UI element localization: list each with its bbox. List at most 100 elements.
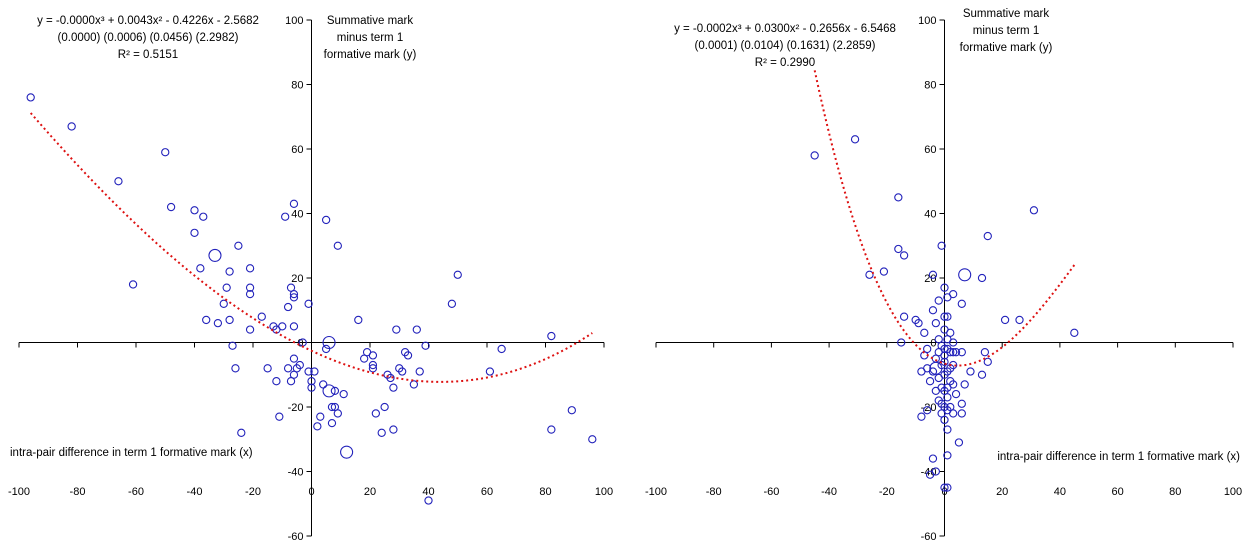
data-point xyxy=(295,360,304,370)
chart-panel-left: y = -0.0000x³ + 0.0043x² - 0.4226x - 2.5… xyxy=(8,15,613,543)
data-point xyxy=(222,283,231,292)
data-point xyxy=(263,364,272,373)
data-point xyxy=(547,425,556,434)
data-point xyxy=(398,367,407,376)
data-point xyxy=(412,325,421,334)
data-point xyxy=(899,312,909,321)
data-point xyxy=(219,299,228,308)
data-point xyxy=(202,315,211,325)
y-tick-label: 60 xyxy=(291,144,303,156)
data-point xyxy=(339,389,348,399)
data-point xyxy=(949,380,958,389)
data-point xyxy=(1000,315,1010,325)
data-point xyxy=(914,318,923,328)
data-point xyxy=(958,268,972,282)
data-point xyxy=(304,367,313,376)
data-point xyxy=(321,215,331,225)
data-point xyxy=(196,264,205,273)
data-point xyxy=(368,360,378,370)
data-point xyxy=(389,425,398,434)
y-axis-label-line-1: Summative mark xyxy=(327,15,414,27)
data-point xyxy=(917,412,926,421)
data-point xyxy=(977,273,987,283)
data-point xyxy=(897,338,906,347)
data-point xyxy=(190,206,199,215)
data-point xyxy=(403,351,413,360)
y-tick-label: 80 xyxy=(924,80,936,92)
data-point xyxy=(923,344,932,354)
data-point xyxy=(228,341,237,350)
x-tick-label: 0 xyxy=(941,486,947,498)
x-tick-label: -100 xyxy=(645,486,667,498)
data-point xyxy=(928,367,938,376)
data-point xyxy=(949,338,958,347)
data-point xyxy=(940,312,949,321)
x-tick-label: -100 xyxy=(8,486,30,498)
data-point xyxy=(983,357,992,366)
data-point xyxy=(421,341,430,350)
x-axis-label: intra-pair difference in term 1 formativ… xyxy=(997,451,1240,463)
data-point xyxy=(327,418,337,428)
x-tick-label: -20 xyxy=(879,486,895,498)
y-axis-label-line-2: minus term 1 xyxy=(337,32,403,44)
data-point xyxy=(225,315,234,325)
data-point xyxy=(940,483,949,492)
data-point xyxy=(316,412,325,421)
data-point xyxy=(304,299,313,308)
data-point xyxy=(327,402,337,412)
data-point xyxy=(245,283,255,292)
data-point xyxy=(368,364,378,373)
y-tick-label: -60 xyxy=(921,531,937,543)
data-point xyxy=(166,202,176,212)
data-point xyxy=(272,377,281,386)
data-point xyxy=(322,335,336,350)
data-point xyxy=(289,354,299,363)
x-tick-label: -20 xyxy=(245,486,261,498)
data-point xyxy=(245,289,255,299)
data-point xyxy=(128,280,138,289)
x-tick-label: 60 xyxy=(481,486,493,498)
data-point xyxy=(281,212,290,221)
data-point xyxy=(1070,328,1079,337)
data-point xyxy=(330,386,340,396)
y-axis-label-line-1: Summative mark xyxy=(963,8,1050,20)
equation-line-2: (0.0000) (0.0006) (0.0456) (2.2982) xyxy=(58,32,239,44)
x-axis-label: intra-pair difference in term 1 formativ… xyxy=(10,447,253,459)
data-point xyxy=(333,409,342,418)
data-point xyxy=(928,306,938,315)
x-tick-label: 20 xyxy=(996,486,1008,498)
data-point xyxy=(943,425,952,434)
data-point xyxy=(931,467,940,476)
x-tick-label: -80 xyxy=(70,486,86,498)
data-point xyxy=(567,406,576,415)
data-point xyxy=(980,348,990,357)
chart-panel-right: y = -0.0002x³ + 0.0300x² - 0.2656x - 6.5… xyxy=(645,8,1242,543)
data-point xyxy=(957,399,966,408)
data-point xyxy=(951,389,961,399)
data-point xyxy=(547,331,556,341)
data-point xyxy=(949,409,958,418)
data-point xyxy=(67,122,76,131)
data-point xyxy=(943,451,952,460)
data-point xyxy=(865,270,874,279)
data-point xyxy=(928,270,938,279)
data-point xyxy=(234,241,243,250)
data-point xyxy=(307,383,316,392)
equation-line-1: y = -0.0002x³ + 0.0300x² - 0.2656x - 6.5… xyxy=(674,23,896,35)
data-point xyxy=(389,383,398,392)
data-point xyxy=(497,344,506,354)
data-point xyxy=(850,135,860,144)
data-point xyxy=(289,293,299,302)
data-point xyxy=(319,380,328,389)
data-point xyxy=(899,251,909,260)
data-point xyxy=(894,193,903,202)
x-tick-label: 20 xyxy=(364,486,376,498)
data-point xyxy=(1029,206,1039,215)
data-point xyxy=(940,415,949,425)
y-tick-label: 40 xyxy=(924,209,936,221)
data-point xyxy=(386,373,395,383)
data-point xyxy=(322,384,336,398)
data-point xyxy=(925,377,935,386)
data-point xyxy=(289,199,299,208)
